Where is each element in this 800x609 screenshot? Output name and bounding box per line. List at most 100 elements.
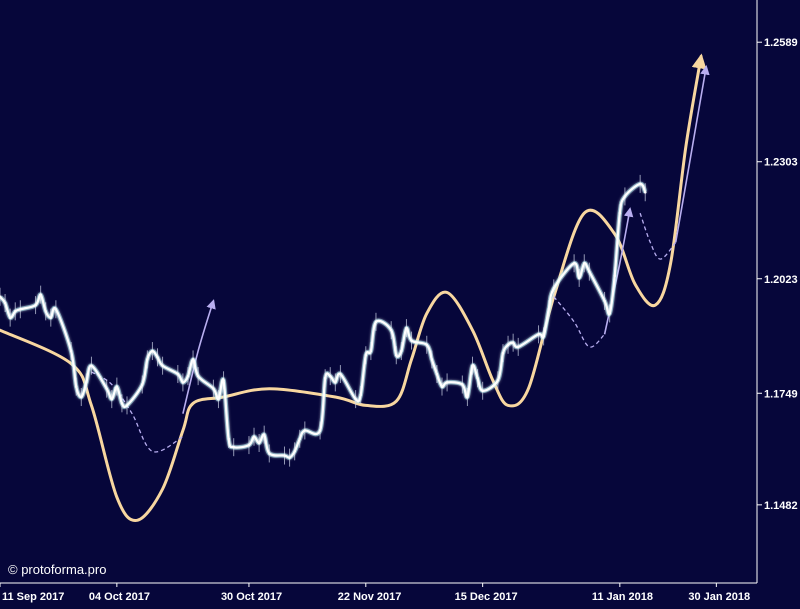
y-tick-label: 1.1749: [764, 388, 798, 400]
forecast-line-lavender-dashed: [639, 212, 677, 260]
price-point: [191, 358, 195, 361]
price-point: [582, 261, 586, 265]
price-point: [400, 349, 403, 353]
price-point: [140, 383, 144, 386]
forecast-line-lavender-dashed: [91, 371, 184, 453]
watermark: © protoforma.pro: [8, 562, 106, 577]
y-tick-label: 1.1482: [764, 500, 798, 512]
price-point: [552, 287, 556, 290]
price-point: [643, 190, 647, 194]
price-point: [217, 397, 220, 401]
price-point: [146, 358, 149, 361]
price-point: [74, 385, 78, 388]
y-tick-label: 1.2023: [764, 274, 798, 286]
price-point: [577, 276, 581, 280]
price-point: [410, 339, 413, 342]
price-point: [39, 293, 42, 296]
price-point: [501, 351, 505, 355]
forecast-arrow-lavender: [182, 299, 216, 414]
price-point: [369, 349, 373, 353]
price-point: [54, 307, 58, 311]
x-tick-label: 11 Sep 2017: [2, 591, 64, 603]
price-point: [476, 376, 479, 380]
price-point: [440, 385, 444, 388]
price-point: [425, 343, 429, 347]
x-tick-label: 30 Jan 2018: [688, 591, 750, 603]
price-point: [222, 379, 225, 382]
price-point: [232, 445, 236, 449]
price-point: [405, 326, 408, 330]
price-point: [110, 397, 114, 401]
price-point: [267, 452, 271, 455]
price-point: [542, 335, 545, 338]
price-point: [3, 301, 7, 305]
price-point: [252, 435, 256, 439]
price-point: [364, 353, 368, 357]
price-point: [283, 454, 286, 457]
price-point: [85, 381, 88, 384]
price-point: [176, 372, 180, 376]
price-point: [603, 299, 606, 303]
price-point: [516, 345, 520, 349]
price-point: [389, 328, 393, 332]
price-point: [13, 310, 17, 313]
price-point: [547, 307, 550, 311]
price-point: [334, 381, 337, 384]
price-point: [374, 320, 378, 324]
price-point: [506, 343, 510, 347]
price-point: [608, 312, 611, 315]
price-point: [511, 341, 515, 344]
price-point: [461, 383, 464, 386]
price-point: [227, 437, 230, 441]
x-tick-label: 11 Jan 2018: [592, 591, 653, 603]
price-point: [394, 353, 398, 357]
price-point: [623, 195, 627, 198]
price-point: [44, 310, 48, 313]
price-point: [79, 395, 83, 399]
price-point: [613, 274, 617, 278]
price-point: [196, 374, 200, 378]
price-point: [323, 376, 327, 380]
price-point: [572, 261, 576, 265]
price-point: [125, 404, 129, 407]
price-point: [120, 401, 124, 405]
price-point: [262, 433, 266, 436]
price-point: [638, 182, 642, 186]
forecast-line-orange: [0, 53, 707, 522]
x-tick-label: 04 Oct 2017: [89, 591, 150, 603]
forecast-arrow-lavender: [603, 207, 634, 335]
price-point: [247, 443, 251, 447]
x-tick-label: 22 Nov 2017: [338, 591, 402, 603]
price-point: [435, 372, 439, 376]
price-point: [212, 387, 215, 390]
price-point: [354, 397, 357, 401]
forecast-curves: [0, 53, 710, 522]
price-point: [318, 429, 322, 432]
price-point: [69, 349, 73, 353]
forecast-arrow-lavender: [674, 65, 710, 243]
price-point: [0, 295, 2, 299]
price-point: [359, 393, 363, 397]
price-line: [0, 182, 647, 459]
price-point: [105, 387, 108, 390]
price-point: [156, 356, 159, 359]
price-point: [445, 381, 449, 384]
price-point: [161, 364, 164, 367]
y-axis-ticks: 1.2589 1.2303 1.2023 1.1749 1.1482: [757, 37, 798, 512]
price-point: [303, 429, 307, 432]
price-point: [618, 211, 622, 215]
price-point: [49, 316, 53, 319]
price-point: [186, 374, 190, 378]
price-point: [466, 395, 469, 399]
price-series: [0, 174, 648, 467]
y-tick-label: 1.2589: [764, 37, 798, 49]
x-axis-ticks: 11 Sep 2017 04 Oct 2017 30 Oct 2017 22 Nov …: [0, 583, 750, 603]
y-tick-label: 1.2303: [764, 157, 798, 169]
price-point: [288, 456, 291, 459]
price-point: [298, 437, 302, 441]
price-point: [19, 307, 22, 311]
price-point: [151, 349, 154, 353]
price-point: [8, 316, 12, 319]
